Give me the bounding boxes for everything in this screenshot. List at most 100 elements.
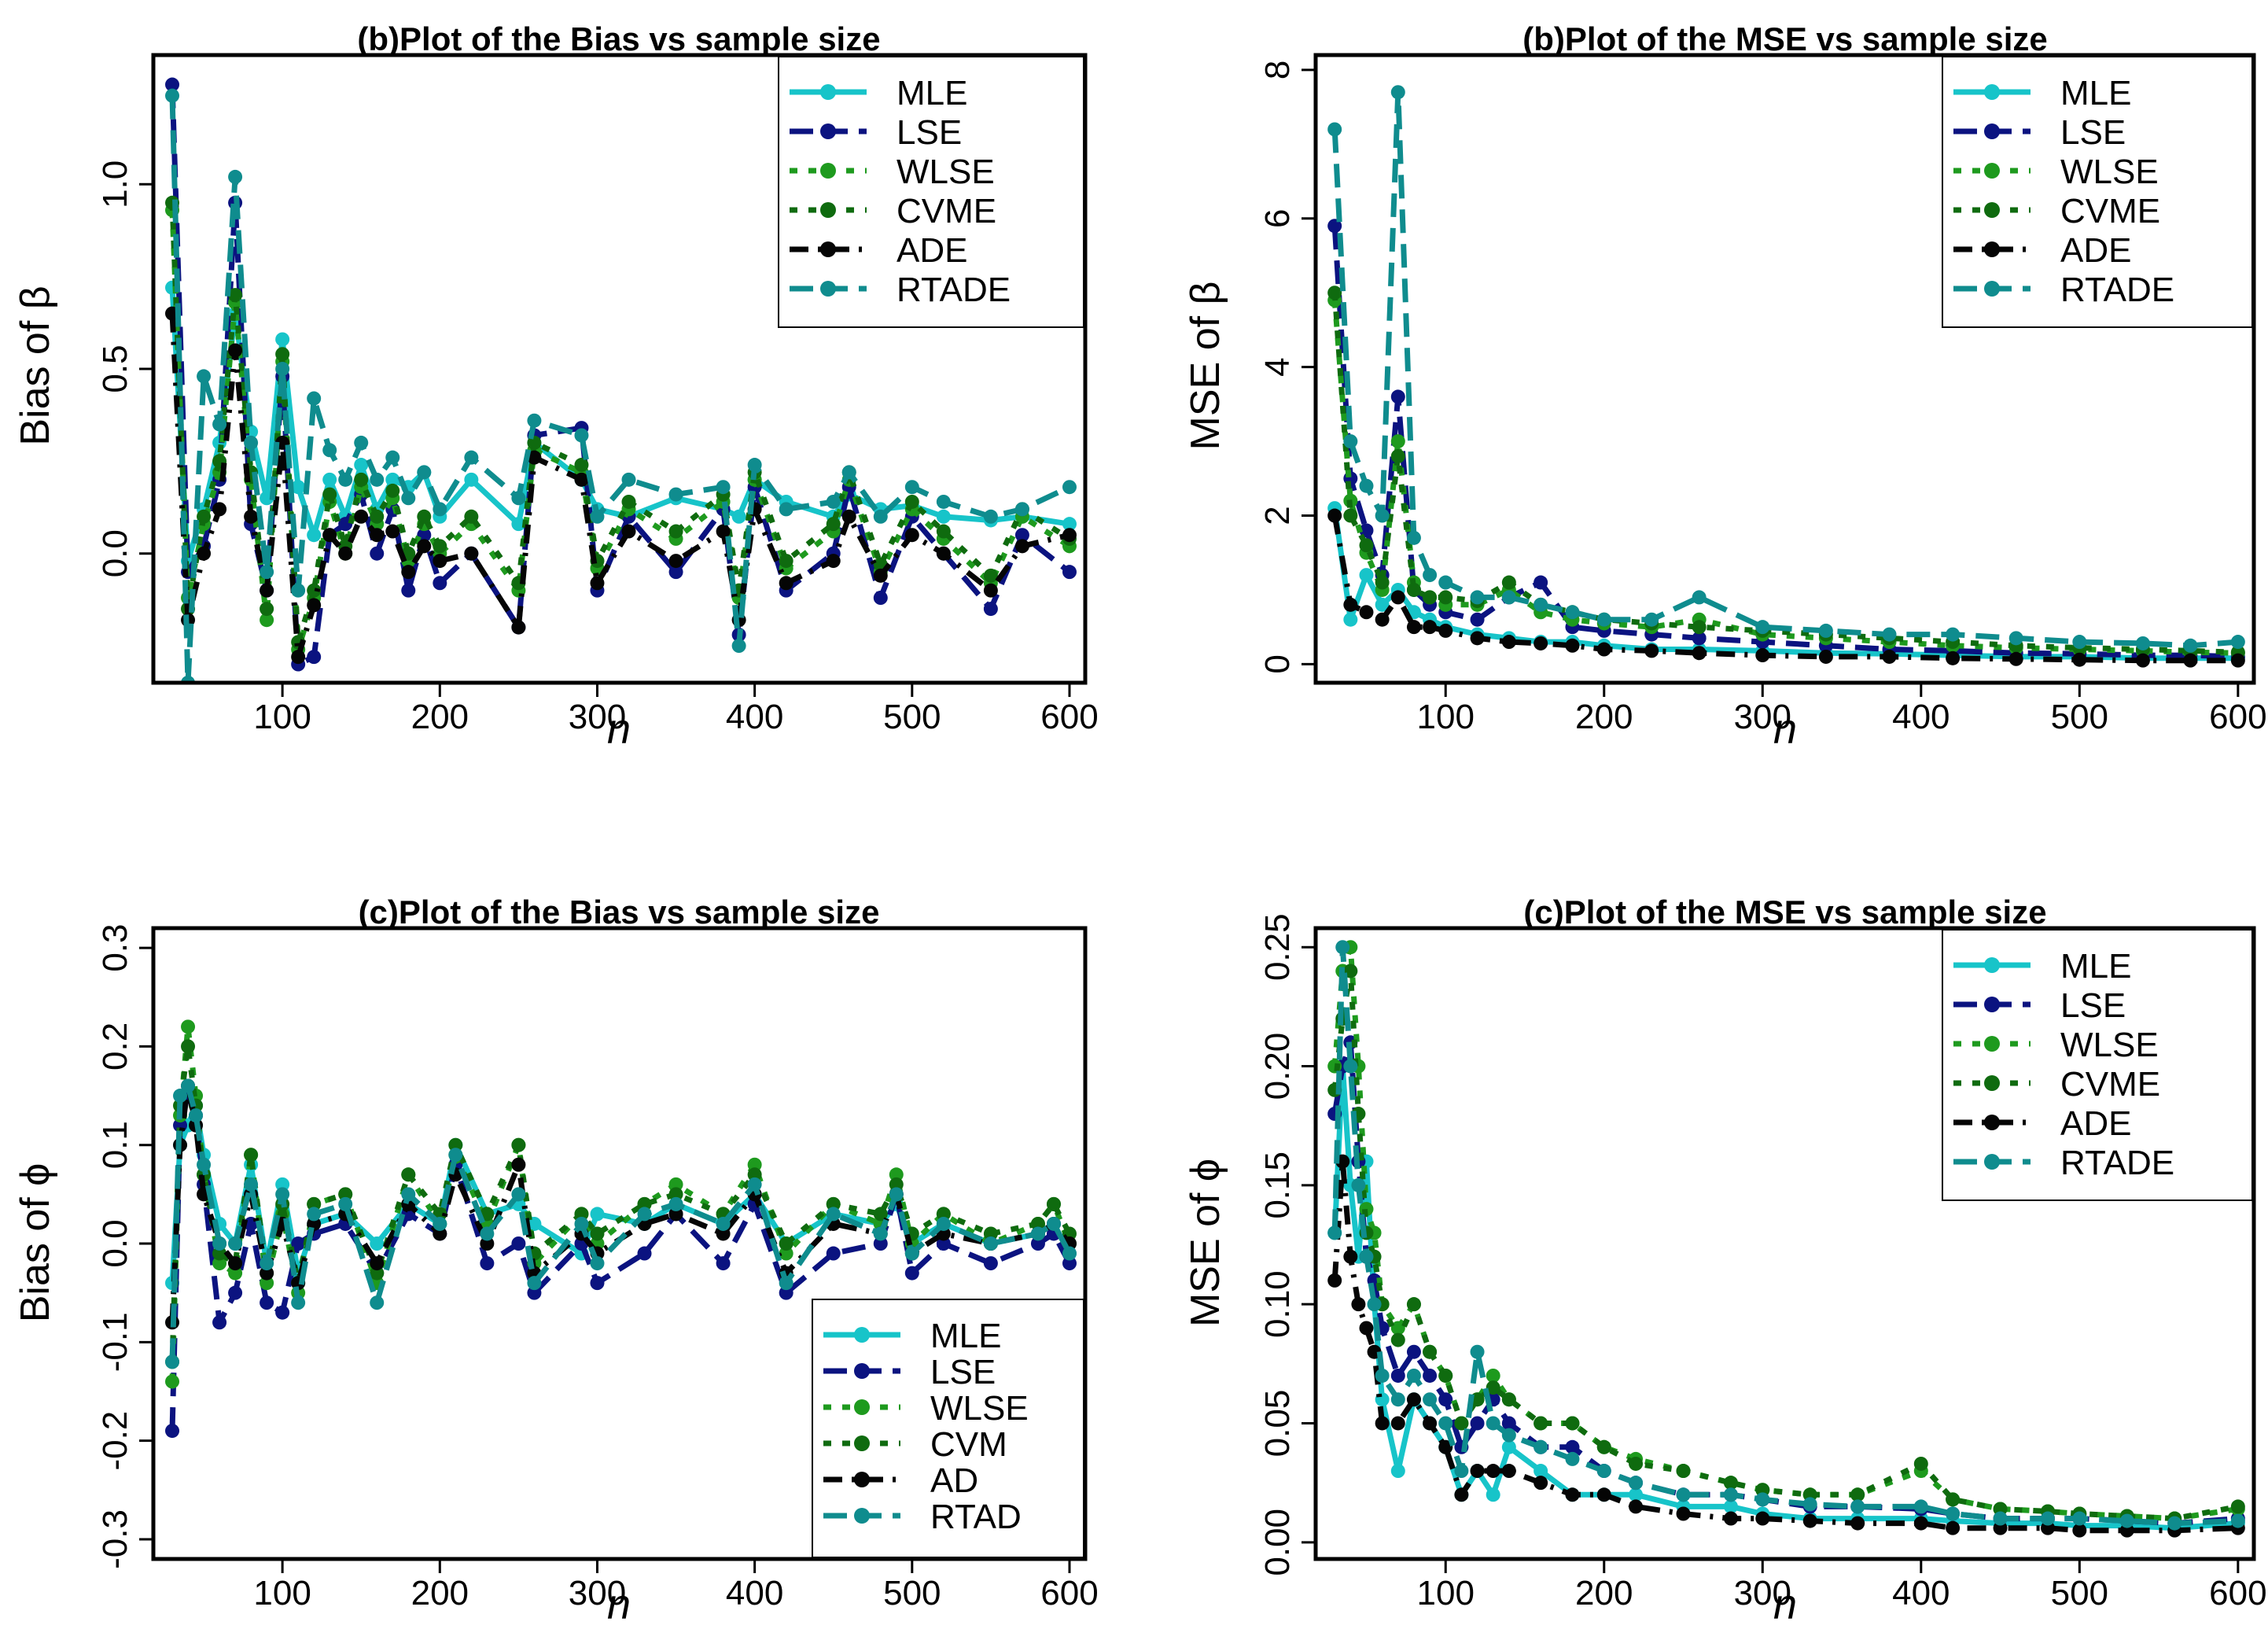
- series-line-cvme: [1331, 968, 2239, 1522]
- data-point-rtade: [779, 1276, 793, 1291]
- data-point-cvme: [1533, 1416, 1548, 1431]
- legend-marker-rtade: [1984, 1154, 2000, 1170]
- data-point-cvme: [1423, 590, 1438, 605]
- data-point-rtade: [448, 1148, 463, 1163]
- y-tick-label: 4: [1258, 357, 1297, 376]
- y-tick-label: 0.2: [96, 1023, 134, 1071]
- data-point-wlse: [260, 613, 274, 628]
- data-point-rtade: [1913, 1499, 1928, 1514]
- data-point-ade: [2072, 1523, 2087, 1538]
- data-point-rtade: [1343, 434, 1358, 449]
- legend-label: RTAD: [930, 1498, 1022, 1536]
- data-point-cvme: [779, 554, 793, 569]
- data-point-wlse: [1390, 434, 1405, 449]
- series-rtade: [165, 1078, 1077, 1369]
- series-line-ade: [1331, 1159, 2238, 1534]
- data-point-rtade: [1470, 590, 1485, 605]
- data-point-lse: [433, 576, 447, 591]
- data-point-rtade: [1335, 940, 1350, 955]
- data-point-ade: [1755, 1511, 1770, 1526]
- data-point-ade: [904, 528, 919, 543]
- data-point-lse: [668, 565, 683, 580]
- data-point-ade: [1501, 1464, 1516, 1479]
- data-point-rtade: [370, 1295, 385, 1310]
- data-point-ade: [260, 583, 274, 598]
- legend-marker-wlse: [1984, 163, 2000, 179]
- data-point-ade: [2135, 653, 2150, 668]
- data-point-lse: [1062, 565, 1077, 580]
- data-point-ade: [1676, 1506, 1691, 1521]
- data-point-lse: [779, 1285, 793, 1300]
- data-point-ade: [1946, 1520, 1961, 1535]
- data-point-cvme: [527, 435, 542, 450]
- data-point-rtade: [511, 1187, 526, 1202]
- chart-title: (b)Plot of the Bias vs sample size: [357, 20, 880, 57]
- data-point-ade: [1327, 1273, 1342, 1288]
- data-point-rtade: [1390, 85, 1405, 100]
- y-tick-label: 0.00: [1258, 1509, 1297, 1576]
- data-point-ade: [212, 502, 227, 517]
- x-axis: 100 200 300 400 500 600: [253, 1559, 1099, 1612]
- y-tick-label: 0.20: [1258, 1033, 1297, 1100]
- data-point-rtade: [433, 1216, 447, 1231]
- data-point-rtade: [189, 1108, 204, 1123]
- data-point-wlse: [779, 1246, 793, 1261]
- series-line-wlse: [1331, 944, 2239, 1522]
- data-point-rtade: [1755, 1492, 1770, 1507]
- data-point-rtade: [1723, 1487, 1738, 1502]
- data-point-rtade: [260, 565, 274, 580]
- data-point-rtade: [370, 472, 385, 487]
- data-point-cvme: [904, 494, 919, 509]
- plot-area: [165, 1019, 1077, 1439]
- series-ade: [1327, 1154, 2245, 1538]
- legend-marker-rtade: [1984, 281, 2000, 297]
- data-point-ade: [1596, 642, 1611, 657]
- data-point-rtade: [1438, 575, 1453, 590]
- data-point-mle: [1390, 1464, 1405, 1479]
- x-axis: 100 200 300 400 500 600: [1417, 683, 2267, 736]
- legend-marker-ade: [854, 1472, 870, 1487]
- x-axis: 100 200 300 400 500 600: [253, 683, 1099, 736]
- panel-mse-phi: (c)Plot of the MSE vs sample size 100 200 3…: [1183, 894, 2267, 1628]
- y-axis-label-symbol: β: [13, 286, 58, 309]
- data-point-lse: [983, 602, 998, 617]
- data-point-ade: [1470, 631, 1485, 646]
- data-point-rtade: [574, 428, 589, 443]
- data-point-ade: [228, 343, 243, 358]
- data-point-ade: [1755, 648, 1770, 663]
- data-point-rtade: [936, 494, 951, 509]
- data-point-rtade: [1390, 1392, 1405, 1407]
- data-point-mle: [464, 472, 479, 487]
- data-point-rtade: [322, 443, 337, 458]
- data-point-rtade: [668, 487, 683, 502]
- data-point-ade: [433, 554, 447, 569]
- legend-label: CVME: [2060, 192, 2160, 230]
- data-point-rtade: [527, 413, 542, 428]
- data-point-ade: [1692, 646, 1707, 661]
- data-point-rtade: [307, 391, 322, 406]
- legend-label: WLSE: [2060, 1026, 2159, 1064]
- data-point-mle: [527, 1216, 542, 1231]
- data-point-ade: [1438, 1439, 1453, 1454]
- data-point-rtade: [1470, 1344, 1485, 1359]
- data-point-rtade: [1486, 1416, 1500, 1431]
- series-rtade: [1327, 85, 2245, 653]
- data-point-rtade: [2041, 1511, 2056, 1526]
- data-point-wlse: [228, 1266, 243, 1281]
- y-axis-label-prefix: MSE of: [1183, 315, 1228, 450]
- data-point-ade: [370, 528, 385, 543]
- y-axis: 0 2 4 6 8: [1258, 61, 1316, 674]
- data-point-lse: [1438, 1392, 1453, 1407]
- x-tick-label: 100: [1417, 1574, 1475, 1612]
- data-point-ade: [417, 539, 432, 554]
- data-point-rtade: [1676, 1487, 1691, 1502]
- data-point-rtade: [511, 491, 526, 506]
- data-point-cvme: [1343, 508, 1358, 523]
- legend-marker-lse: [1984, 123, 2000, 139]
- data-point-ade: [511, 620, 526, 635]
- data-point-ade: [841, 509, 856, 524]
- data-point-ade: [1850, 1516, 1865, 1531]
- legend-box: [812, 1299, 1084, 1558]
